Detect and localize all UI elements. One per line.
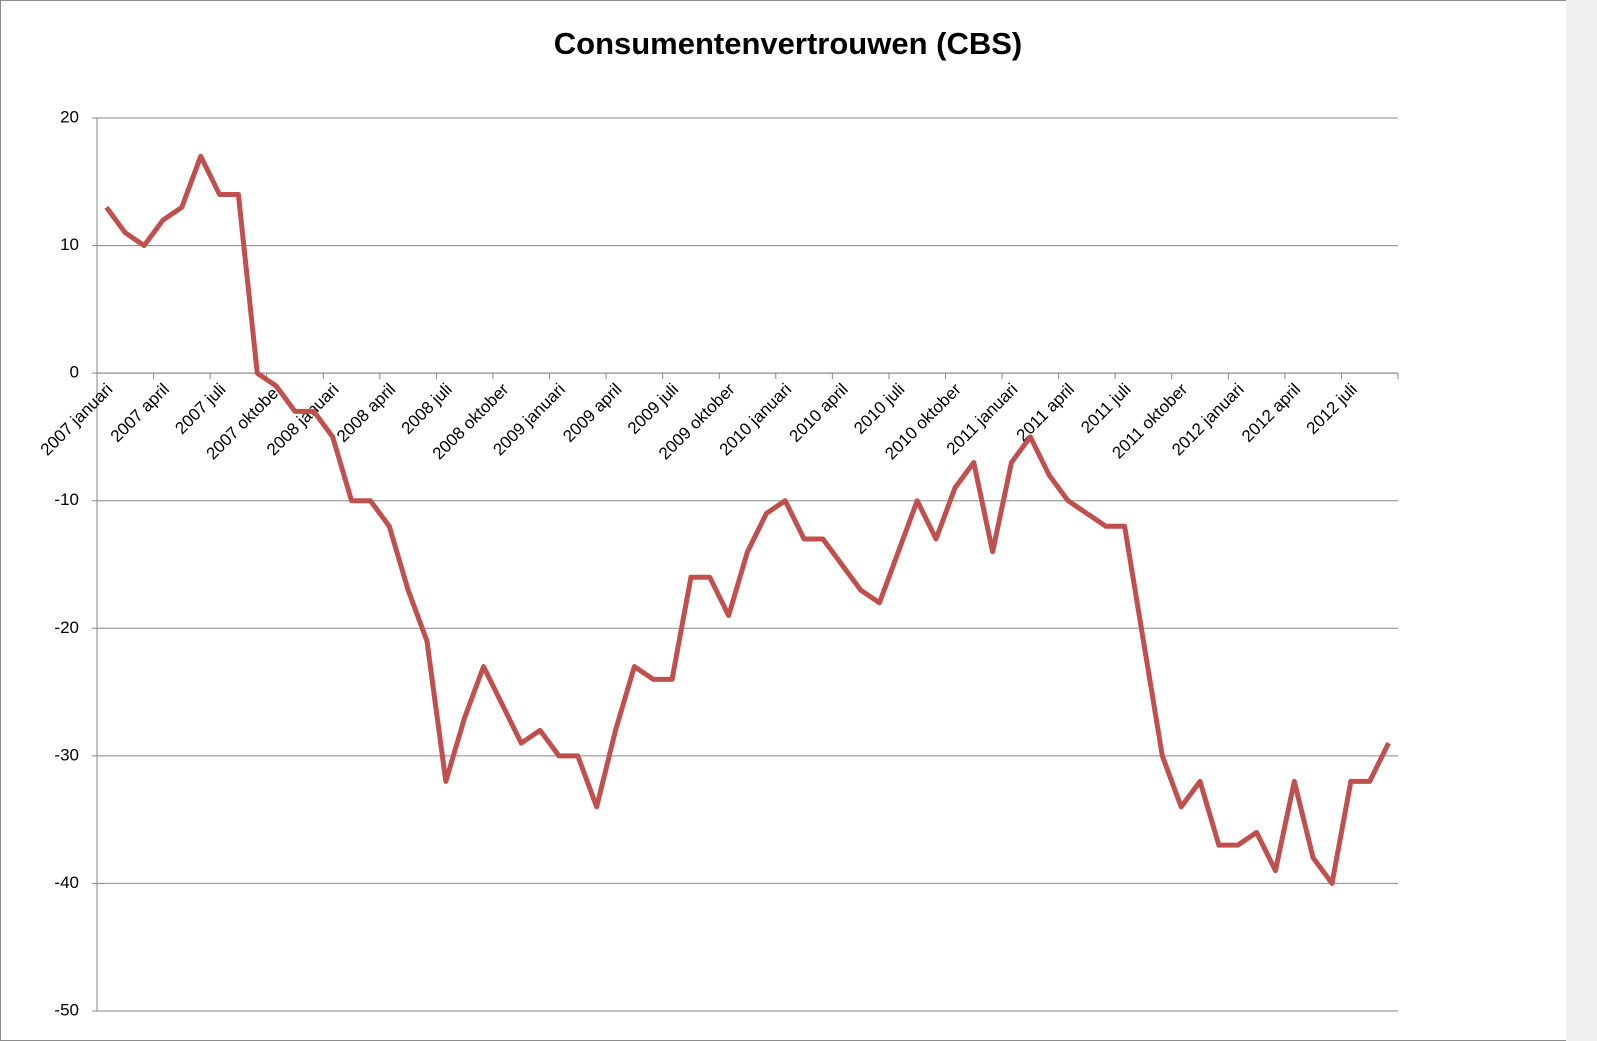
y-tick-label: 10 [60, 235, 79, 254]
y-tick-label: 20 [60, 107, 79, 126]
y-tick-label: 0 [70, 363, 79, 382]
y-tick-label: -20 [54, 618, 79, 637]
chart-title: Consumentenvertrouwen (CBS) [554, 26, 1022, 61]
y-tick-label: -40 [54, 873, 79, 892]
y-tick-label: -50 [54, 1000, 79, 1019]
y-tick-label: -30 [54, 745, 79, 764]
side-strip [1566, 0, 1597, 1041]
line-series [104, 153, 1391, 886]
y-tick-label: -10 [54, 490, 79, 509]
